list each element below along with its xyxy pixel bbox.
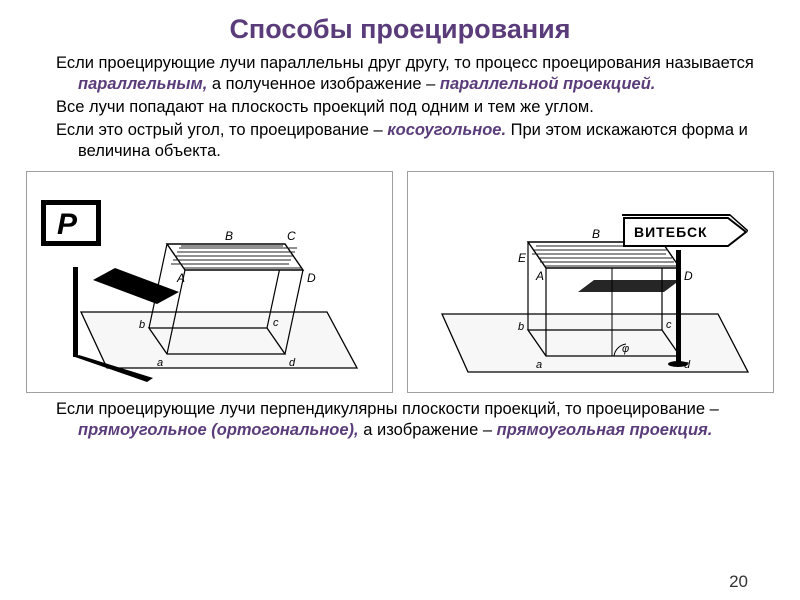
diagram-row: a d b c A D B C <box>0 165 800 397</box>
p1-b: параллельным, <box>78 75 207 93</box>
label-a-r: a <box>536 359 542 371</box>
paragraph-4: Если проецирующие лучи перпендикулярны п… <box>28 399 772 441</box>
label-A: A <box>176 271 185 285</box>
p1-a: Если проецирующие лучи параллельны друг … <box>56 54 754 72</box>
diagram-oblique: a d b c A D B C <box>26 171 393 393</box>
sign-text-right: ВИТЕБСК <box>634 224 708 240</box>
page-title: Способы проецирования <box>0 0 800 53</box>
label-c-r: c <box>666 319 672 331</box>
p4-b: прямоугольное (ортогональное), <box>78 421 359 439</box>
label-B-r: B <box>592 227 600 241</box>
label-a: a <box>157 357 163 369</box>
label-c: c <box>273 317 279 329</box>
p3-a: Если это острый угол, то проецирование – <box>56 121 387 139</box>
diagram-orthogonal: a d b c φ A D B <box>407 171 774 393</box>
paragraph-2: Все лучи попадают на плоскость проекций … <box>28 97 772 118</box>
label-B: B <box>225 229 233 243</box>
label-E-r: E <box>518 251 527 265</box>
p4-d: прямоугольная проекция. <box>497 421 713 439</box>
p1-d: параллельной проекцией. <box>440 75 656 93</box>
label-A-r: A <box>535 269 544 283</box>
paragraph-1: Если проецирующие лучи параллельны друг … <box>28 53 772 95</box>
p4-a: Если проецирующие лучи перпендикулярны п… <box>56 400 719 418</box>
paragraph-3: Если это острый угол, то проецирование –… <box>28 120 772 162</box>
label-d: d <box>289 357 296 369</box>
label-D-r: D <box>684 269 693 283</box>
p1-c: а полученное изображение – <box>207 75 440 93</box>
p3-b: косоугольное. <box>387 121 506 139</box>
page-number: 20 <box>729 572 748 592</box>
label-b-r: b <box>518 321 524 333</box>
label-D: D <box>307 271 316 285</box>
p4-c: а изображение – <box>359 421 497 439</box>
label-phi: φ <box>622 343 629 355</box>
label-C: C <box>287 229 296 243</box>
sign-text-left: Р <box>57 208 78 241</box>
label-b: b <box>139 319 145 331</box>
